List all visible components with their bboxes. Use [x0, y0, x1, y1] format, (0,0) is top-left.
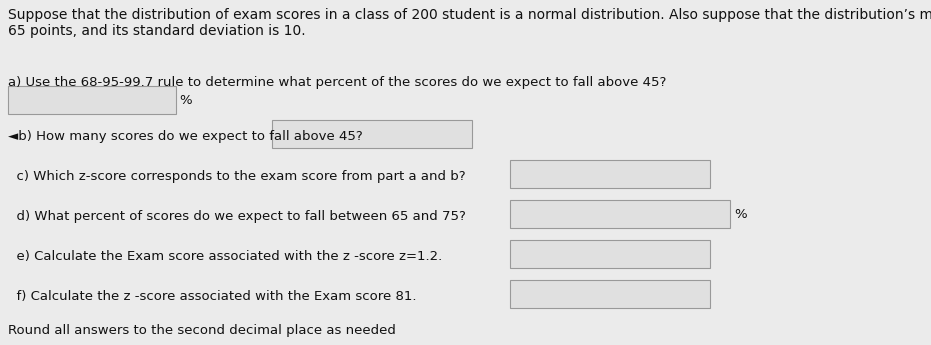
Text: ◄b) How many scores do we expect to fall above 45?: ◄b) How many scores do we expect to fall…: [8, 130, 363, 143]
FancyBboxPatch shape: [510, 200, 730, 228]
FancyBboxPatch shape: [272, 120, 472, 148]
Text: Round all answers to the second decimal place as needed: Round all answers to the second decimal …: [8, 324, 396, 337]
Text: f) Calculate the z -score associated with the Exam score 81.: f) Calculate the z -score associated wit…: [8, 290, 416, 303]
Text: Suppose that the distribution of exam scores in a class of 200 student is a norm: Suppose that the distribution of exam sc…: [8, 8, 931, 22]
Text: %: %: [179, 93, 192, 107]
Text: %: %: [734, 207, 747, 220]
FancyBboxPatch shape: [8, 86, 176, 114]
FancyBboxPatch shape: [510, 240, 710, 268]
FancyBboxPatch shape: [510, 160, 710, 188]
Text: a) Use the 68-95-99.7 rule to determine what percent of the scores do we expect : a) Use the 68-95-99.7 rule to determine …: [8, 76, 667, 89]
FancyBboxPatch shape: [510, 280, 710, 308]
Text: d) What percent of scores do we expect to fall between 65 and 75?: d) What percent of scores do we expect t…: [8, 210, 466, 223]
Text: 65 points, and its standard deviation is 10.: 65 points, and its standard deviation is…: [8, 24, 305, 38]
Text: e) Calculate the Exam score associated with the z -score z=1.2.: e) Calculate the Exam score associated w…: [8, 250, 442, 263]
Text: c) Which z-score corresponds to the exam score from part a and b?: c) Which z-score corresponds to the exam…: [8, 170, 466, 183]
